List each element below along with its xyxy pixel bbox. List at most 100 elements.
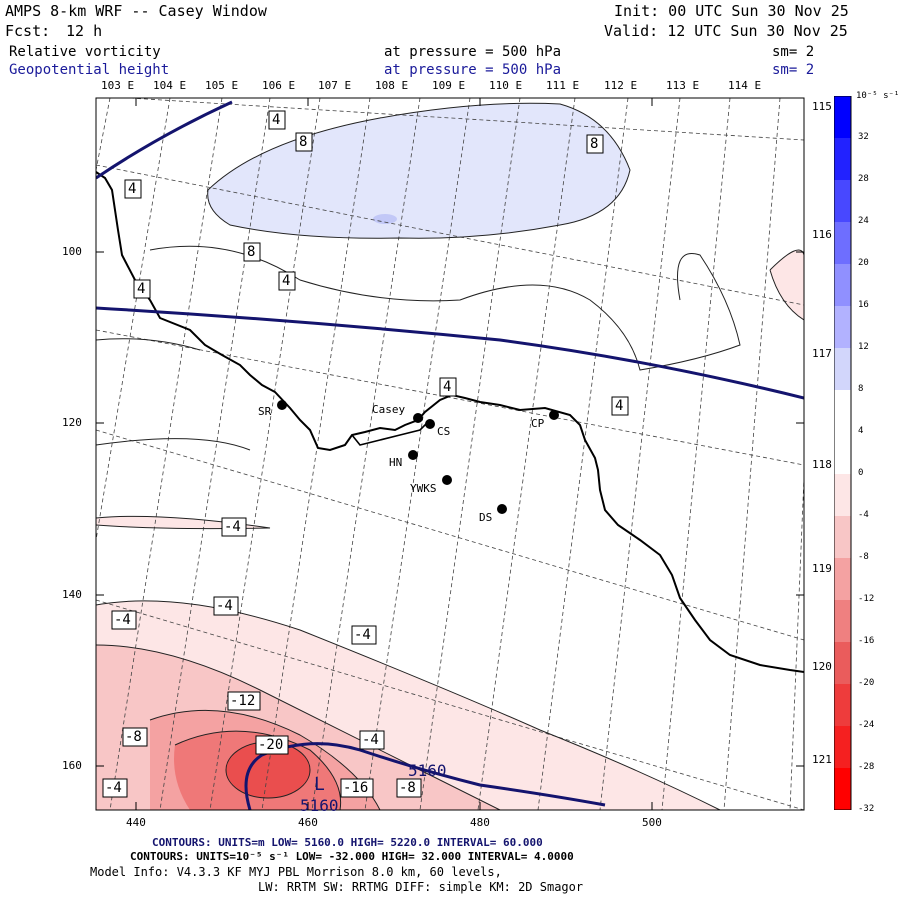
footer-model-info: Model Info: V4.3.3 KF MYJ PBL Morrison 8… (90, 865, 502, 879)
x-tick-label: 500 (642, 816, 662, 829)
longitude-label-top: 112 E (604, 79, 638, 92)
longitude-label-right: 121 E (812, 753, 846, 766)
field2-name: Geopotential height (9, 62, 170, 78)
station-marker-ywks (442, 475, 452, 485)
x-tick-label: 460 (298, 816, 318, 829)
pos-vorticity-region (207, 103, 630, 239)
neg-vorticity-patch-right (770, 250, 804, 320)
model-title: AMPS 8-km WRF -- Casey Window (5, 2, 267, 20)
colorbar-tick: 8 (858, 384, 864, 394)
contour-label: -4 (224, 519, 241, 535)
station-label-cs: CS (437, 425, 451, 438)
init-time: Init: 00 UTC Sun 30 Nov 25 (614, 2, 849, 20)
valid-time: Valid: 12 UTC Sun 30 Nov 25 (604, 22, 848, 40)
contour-label-boxes (102, 110, 629, 798)
contour-label: -8 (399, 780, 416, 796)
longitude-label-right: 119 E (812, 562, 846, 575)
longitude-label-top: 107 E (318, 79, 352, 92)
contour-label: -8 (125, 729, 142, 745)
y-tick-label: 100 (62, 245, 82, 258)
map-plot-area (96, 98, 804, 810)
contour-label: -20 (258, 737, 284, 753)
colorbar-tick: 20 (858, 258, 869, 268)
field2-level: at pressure = 500 hPa (384, 62, 562, 78)
longitude-label-right: 116 E (812, 228, 846, 241)
contour-label: 4 (443, 379, 452, 395)
contour-label: -4 (114, 612, 131, 628)
x-tick-label: 480 (470, 816, 490, 829)
colorbar-tick: -20 (858, 678, 875, 688)
colorbar-tick: -8 (858, 552, 869, 562)
pos-vorticity-core (373, 214, 397, 224)
contour-label: -4 (362, 732, 379, 748)
y-tick-label: 120 (62, 416, 82, 429)
longitude-label-right: 115 E (812, 100, 846, 113)
station-marker-sr (277, 400, 287, 410)
field1-smoothing: sm= 2 (772, 44, 815, 60)
station-label-ds: DS (479, 511, 493, 524)
y-tick-label: 140 (62, 588, 82, 601)
longitude-label-top: 103 E (101, 79, 135, 92)
colorbar-tick: -12 (858, 594, 875, 604)
station-marker-hn (408, 450, 418, 460)
colorbar (834, 96, 852, 810)
station-label-hn: HN (389, 456, 403, 469)
contour-label: 4 (137, 281, 146, 297)
colorbar-tick: 16 (858, 300, 869, 310)
longitude-label-top: 108 E (375, 79, 409, 92)
colorbar-tick: 12 (858, 342, 869, 352)
contour-label: -4 (105, 780, 122, 796)
station-marker-cp (549, 410, 559, 420)
forecast-label: Fcst: (5, 22, 51, 40)
contour-label: 4 (128, 181, 137, 197)
height-label-5160-low: 5160 (300, 796, 339, 815)
footer-physics-info: LW: RRTM SW: RRTMG DIFF: simple KM: 2D S… (258, 880, 584, 894)
x-tick-label: 440 (126, 816, 146, 829)
longitude-label-top: 114 E (728, 79, 762, 92)
contour-label: 8 (590, 136, 599, 152)
longitude-label-top: 105 E (205, 79, 239, 92)
colorbar-tick: -28 (858, 762, 875, 772)
contour-label: -16 (343, 780, 369, 796)
colorbar-tick: 0 (858, 468, 864, 478)
contour-label: 8 (247, 244, 256, 260)
colorbar-tick: 28 (858, 174, 869, 184)
forecast-value: 12 h (66, 22, 103, 40)
field1-name: Relative vorticity (9, 44, 161, 60)
contour-label: 8 (299, 134, 308, 150)
coastline-inlet (351, 419, 431, 446)
colorbar-tick: -16 (858, 636, 875, 646)
longitude-label-top: 104 E (153, 79, 187, 92)
height-label-5160: 5160 (408, 761, 447, 780)
longitude-label-top: 113 E (666, 79, 700, 92)
station-marker-casey (413, 413, 423, 423)
longitude-label-top: 110 E (489, 79, 523, 92)
contour-label: 4 (282, 273, 291, 289)
longitude-label-right: 120 E (812, 660, 846, 673)
colorbar-tick: -24 (858, 720, 875, 730)
field2-smoothing: sm= 2 (772, 62, 815, 78)
station-label-ywks: YWKS (410, 482, 437, 495)
colorbar-tick: 24 (858, 216, 869, 226)
colorbar-unit: 10⁻⁵ s⁻¹ (856, 91, 900, 101)
longitude-label-right: 118 E (812, 458, 846, 471)
footer-height-contours: CONTOURS: UNITS=m LOW= 5160.0 HIGH= 5220… (152, 836, 543, 849)
longitude-label-right: 117 E (812, 347, 846, 360)
axis-ticks (96, 98, 804, 810)
station-markers (277, 400, 559, 514)
plot-frame (95, 97, 805, 811)
colorbar-tick: -4 (858, 510, 869, 520)
contour-label: 4 (615, 398, 624, 414)
contour-label: -4 (354, 627, 371, 643)
y-tick-label: 160 (62, 759, 82, 772)
station-marker-cs (425, 419, 435, 429)
footer-vorticity-contours: CONTOURS: UNITS=10⁻⁵ s⁻¹ LOW= -32.000 HI… (130, 850, 574, 863)
station-label-cp: CP (531, 417, 545, 430)
contour-label: -12 (230, 693, 256, 709)
contour-label: -4 (216, 598, 233, 614)
field1-level: at pressure = 500 hPa (384, 44, 562, 60)
longitude-label-top: 106 E (262, 79, 296, 92)
station-label-casey: Casey (372, 403, 406, 416)
height-contours (96, 100, 804, 810)
low-pressure-marker: L (314, 774, 325, 795)
